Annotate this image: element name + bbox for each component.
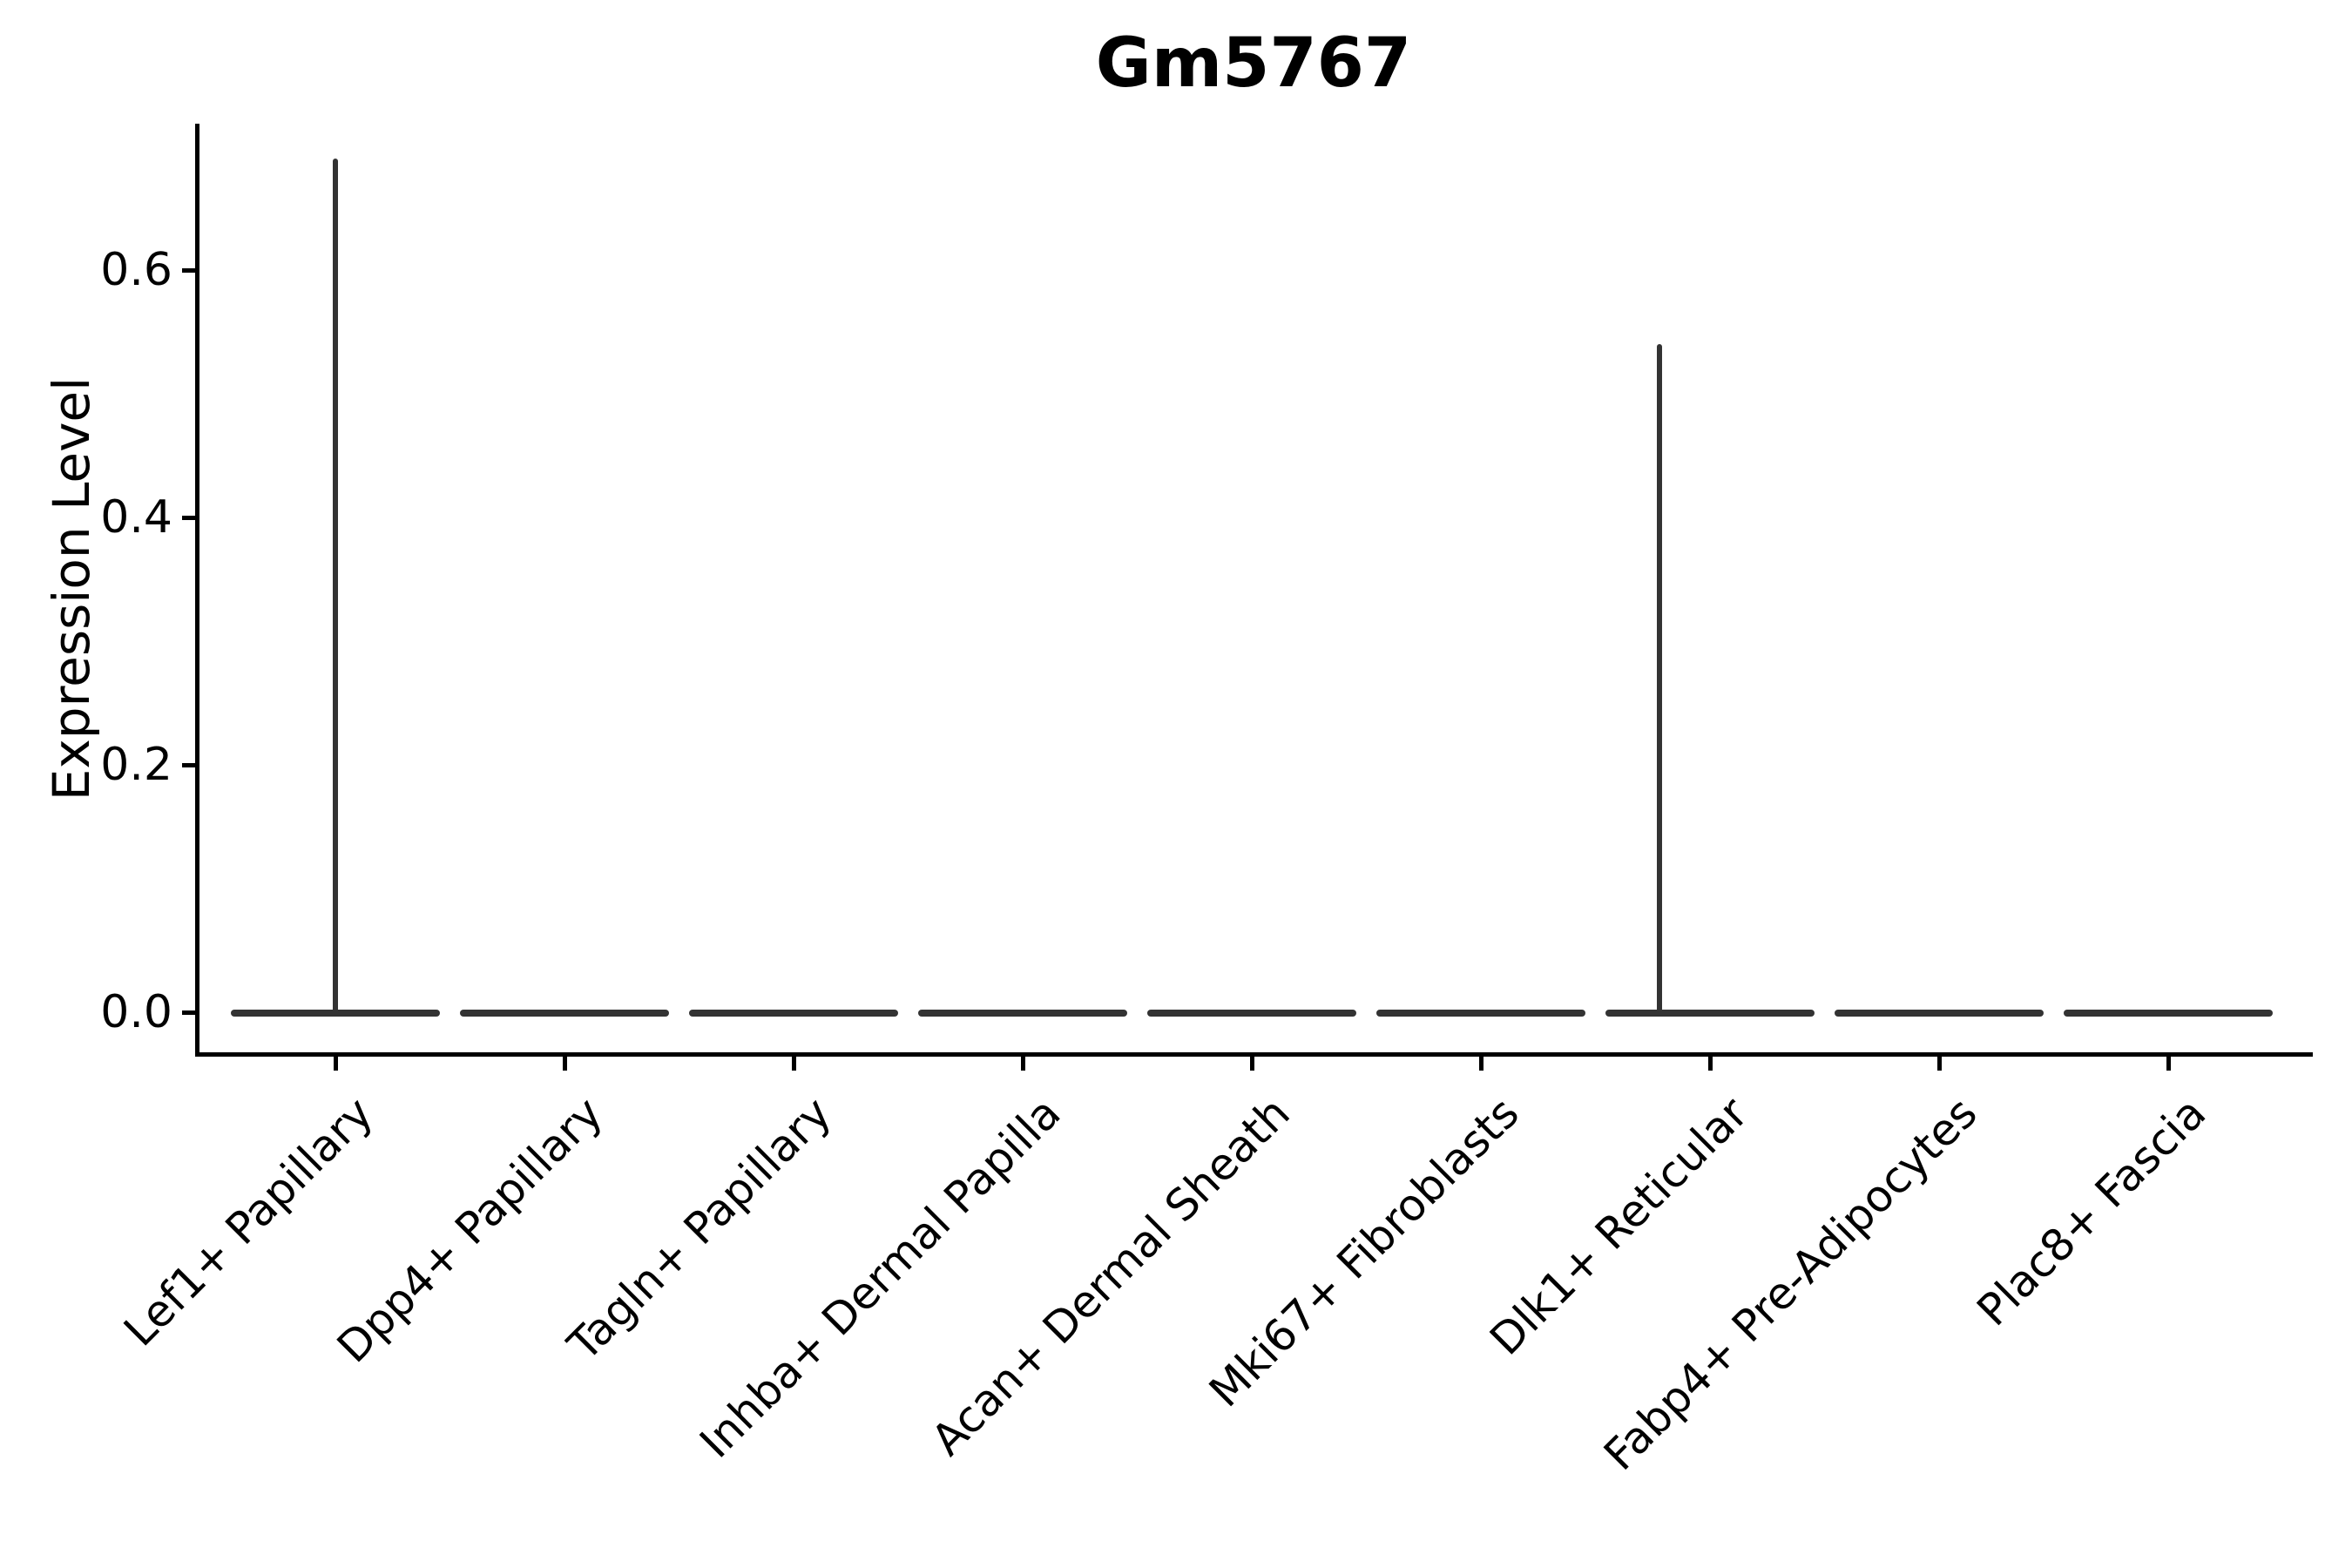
x-tick bbox=[2166, 1057, 2171, 1071]
y-axis-spine bbox=[195, 124, 199, 1057]
x-tick bbox=[1936, 1057, 1942, 1071]
x-tick bbox=[562, 1057, 567, 1071]
y-tick bbox=[182, 515, 196, 520]
x-tick bbox=[333, 1057, 338, 1071]
y-tick bbox=[182, 762, 196, 767]
x-tick-label: Fabp4+ Pre-Adipocytes bbox=[1594, 1087, 1987, 1481]
x-tick-label: Lef1+ Papillary bbox=[114, 1087, 383, 1356]
violin-spike bbox=[333, 159, 338, 1014]
y-tick bbox=[182, 1010, 196, 1015]
y-tick-label: 0.6 bbox=[100, 244, 172, 296]
y-tick bbox=[182, 267, 196, 273]
violin-body bbox=[689, 1010, 898, 1017]
y-axis-label: Expression Level bbox=[42, 376, 101, 801]
violin-body bbox=[1376, 1010, 1585, 1017]
x-tick bbox=[1478, 1057, 1484, 1071]
violin-body bbox=[2064, 1010, 2273, 1017]
y-tick-label: 0.0 bbox=[100, 986, 172, 1038]
violin-body bbox=[1835, 1010, 2044, 1017]
x-axis-spine bbox=[195, 1052, 2313, 1057]
x-tick bbox=[1249, 1057, 1254, 1071]
violin-body bbox=[1605, 1010, 1815, 1017]
x-tick bbox=[791, 1057, 796, 1071]
x-tick bbox=[1707, 1057, 1713, 1071]
x-tick-label: Plac8+ Fascia bbox=[1967, 1087, 2216, 1336]
violin-spike bbox=[1657, 344, 1663, 1014]
violin-body bbox=[460, 1010, 669, 1017]
y-tick-label: 0.2 bbox=[100, 739, 172, 791]
chart-title: Gm5767 bbox=[1095, 24, 1412, 103]
violin-body bbox=[1147, 1010, 1356, 1017]
y-tick-label: 0.4 bbox=[100, 491, 172, 544]
x-tick bbox=[1020, 1057, 1025, 1071]
violin-body bbox=[918, 1010, 1127, 1017]
